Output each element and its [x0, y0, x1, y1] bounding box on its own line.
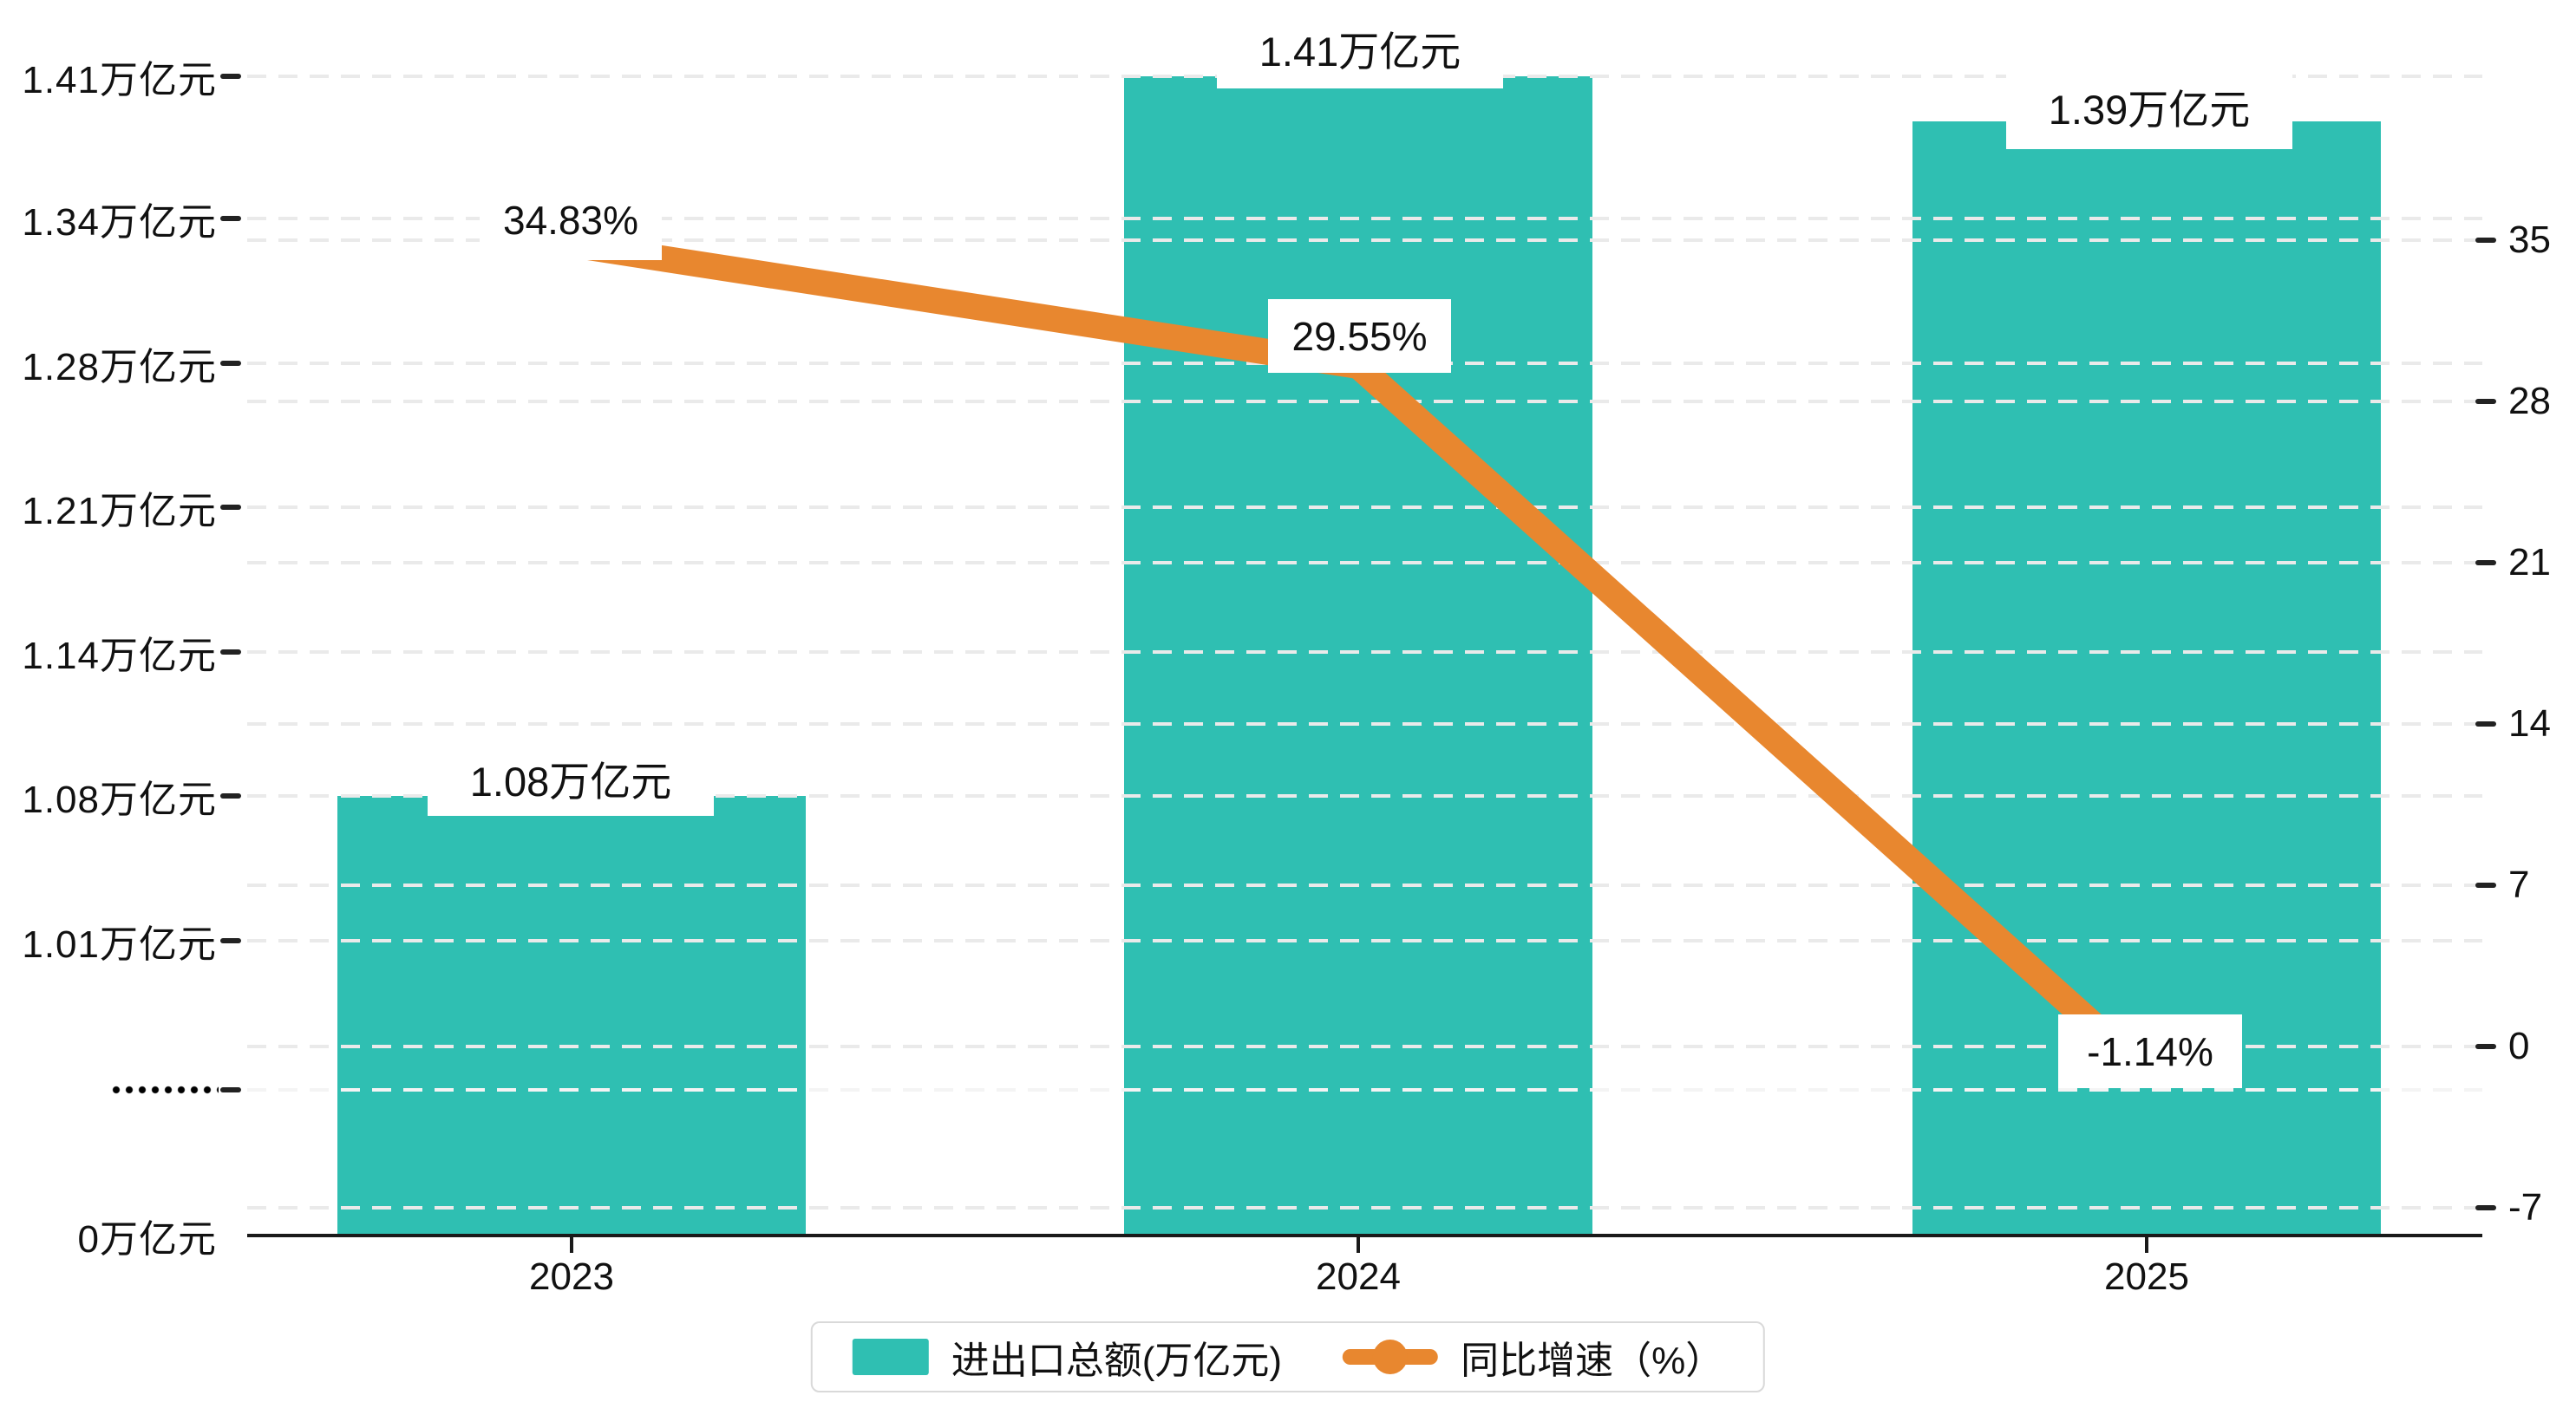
axis-break-dots	[109, 1083, 219, 1097]
bar-2023	[337, 796, 806, 1236]
line-series-dot-icon	[1373, 1340, 1409, 1374]
x-tick-mark-2025	[2145, 1237, 2148, 1253]
x-tick-mark-2024	[1357, 1237, 1360, 1253]
left-tick-mark	[220, 361, 241, 366]
left-axis-tick-1-21: 1.21万亿元	[22, 490, 217, 532]
left-axis-tick-1-28: 1.28万亿元	[22, 346, 217, 388]
x-axis-label-2023: 2023	[529, 1255, 614, 1298]
x-tick-mark-2023	[570, 1237, 573, 1253]
x-axis-label-2024: 2024	[1316, 1255, 1401, 1298]
right-tick-mark	[2475, 560, 2496, 565]
line-value-label-2024: 29.55%	[1268, 299, 1451, 373]
bar-value-label-2024: 1.41万亿元	[1217, 7, 1503, 88]
left-axis-tick-1-34: 1.34万亿元	[22, 201, 217, 244]
left-tick-mark	[220, 216, 241, 221]
right-tick-mark	[2475, 238, 2496, 243]
right-tick-mark	[2475, 1205, 2496, 1210]
right-axis-tick-14: 14	[2508, 702, 2551, 745]
left-axis-tick-1-14: 1.14万亿元	[22, 635, 217, 677]
legend-line-series-label: 同比增速（%）	[1461, 1340, 1724, 1382]
left-tick-mark	[220, 649, 241, 655]
x-axis-line	[247, 1234, 2482, 1237]
left-axis-tick-0: 0万亿元	[77, 1218, 217, 1261]
line-series-marker-icon	[1343, 1340, 1439, 1374]
right-axis-tick-7: 7	[2508, 864, 2530, 906]
bar-value-label-2025: 1.39万亿元	[2006, 62, 2292, 149]
right-axis-tick-21: 21	[2508, 541, 2551, 584]
right-tick-mark	[2475, 883, 2496, 888]
legend-item-bar-series[interactable]: 进出口总额(万亿元)	[852, 1329, 1283, 1385]
left-tick-mark	[220, 505, 241, 510]
left-tick-mark	[220, 938, 241, 943]
right-axis-tick-28: 28	[2508, 380, 2551, 422]
left-tick-mark	[220, 74, 241, 79]
left-axis-tick-1-41: 1.41万亿元	[22, 59, 217, 101]
right-axis-tick-0: 0	[2508, 1025, 2530, 1067]
x-axis-label-2025: 2025	[2104, 1255, 2189, 1298]
right-tick-mark	[2475, 1044, 2496, 1049]
bar-2024	[1124, 76, 1592, 1236]
right-axis-tick-35: 35	[2508, 218, 2551, 261]
right-tick-mark	[2475, 399, 2496, 404]
legend: 进出口总额(万亿元) 同比增速（%）	[810, 1321, 1766, 1392]
legend-bar-series-label: 进出口总额(万亿元)	[951, 1340, 1283, 1382]
bar-value-label-2023: 1.08万亿元	[428, 740, 714, 816]
bar-series-swatch-icon	[852, 1339, 929, 1375]
right-axis-tick-neg7: -7	[2508, 1186, 2543, 1229]
legend-item-line-series[interactable]: 同比增速（%）	[1343, 1329, 1723, 1385]
line-value-label-2023: 34.83%	[480, 180, 662, 260]
line-value-label-2025: -1.14%	[2058, 1014, 2242, 1088]
right-tick-mark	[2475, 721, 2496, 727]
left-axis-tick-1-01: 1.01万亿元	[22, 923, 217, 966]
left-axis-tick-1-08: 1.08万亿元	[22, 779, 217, 821]
left-tick-mark	[220, 1087, 241, 1092]
left-tick-mark	[220, 793, 241, 799]
